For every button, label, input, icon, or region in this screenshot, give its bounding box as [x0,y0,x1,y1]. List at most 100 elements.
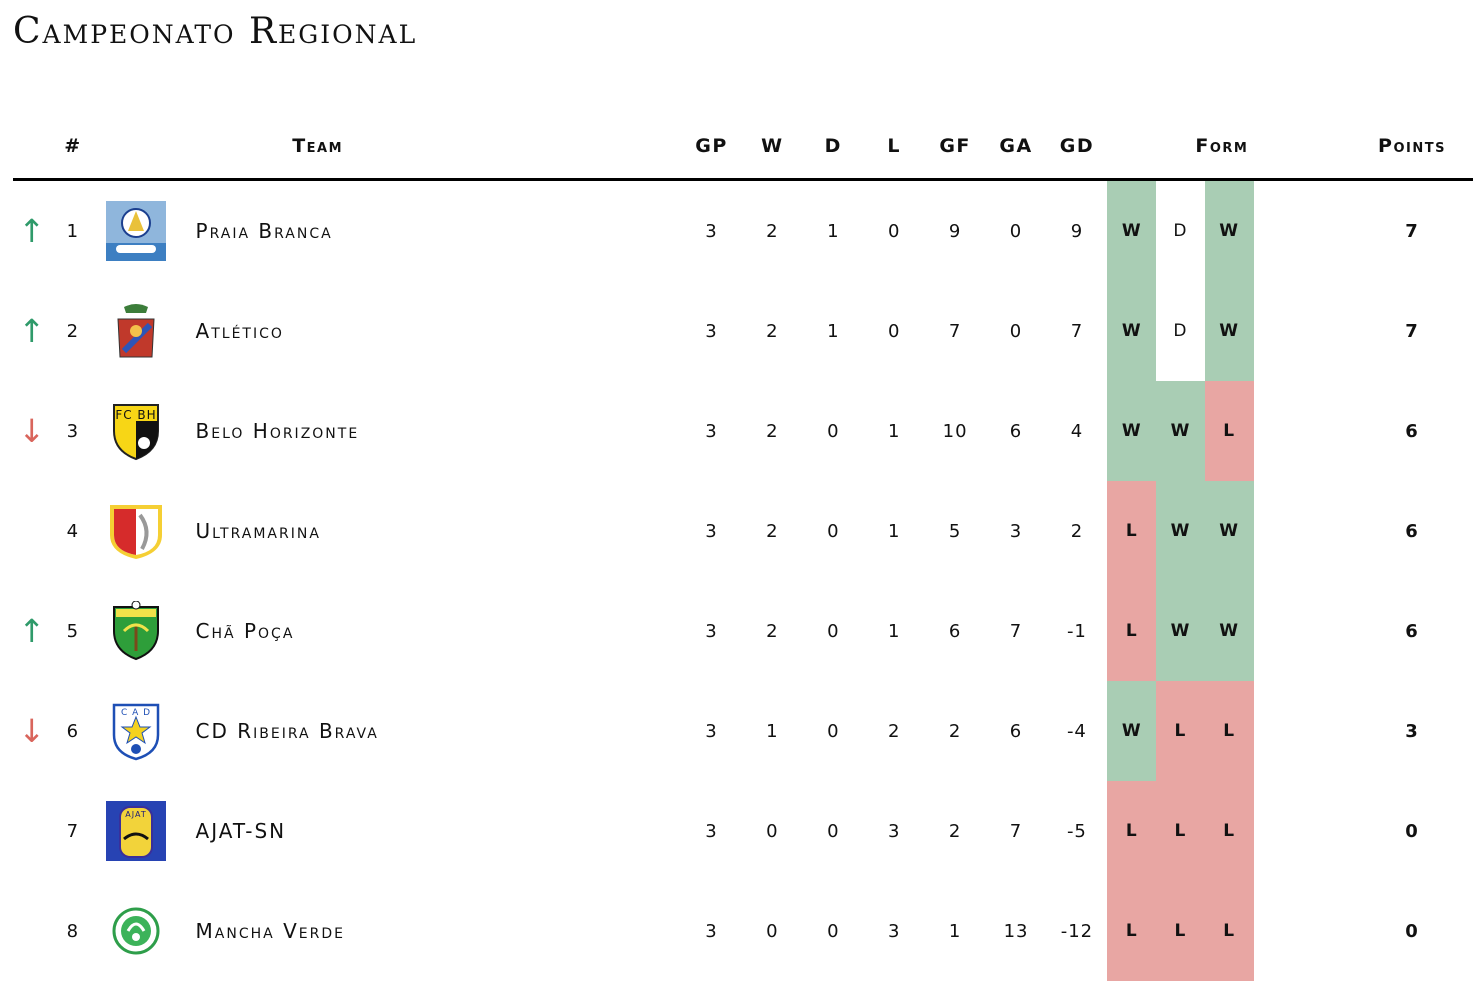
points-cell: 7 [1405,220,1419,242]
header-l: L [863,114,925,181]
rank-cell: 2 [66,320,80,342]
stat-w: 1 [766,720,779,742]
stat-gp: 3 [705,920,718,942]
spacer [1254,881,1352,981]
form-result: L [1204,781,1254,881]
points-cell: 7 [1405,320,1419,342]
table-row: ↓ 3 FC BH Belo Horizonte 3 2 0 1 10 6 4 W W L 6 [13,381,1473,481]
spacer [1254,180,1352,282]
rank-cell: 7 [66,820,80,842]
stat-ga: 6 [1009,420,1023,442]
stat-w: 0 [766,920,779,942]
header-change [13,114,52,181]
stat-gf: 9 [948,220,962,242]
header-rank: # [51,114,95,181]
form-result: L [1156,681,1205,781]
team-crest-icon [106,201,167,261]
rank-change-cell: ↓ [13,381,52,481]
table-row: ↓ 6 C A D CD Ribeira Brava 3 1 0 2 2 6 -4 W L L 3 [13,681,1473,781]
team-logo-cell: AJAT [94,781,181,881]
stat-l: 0 [887,220,901,242]
stat-gp: 3 [705,420,718,442]
team-name: AJAT-SN [195,819,287,843]
form-result: L [1107,881,1157,981]
stat-gd: 7 [1070,320,1084,342]
stat-gf: 7 [948,320,962,342]
table-row: ↑ 2 Atlético 3 2 1 0 7 0 7 W D W 7 [13,281,1473,381]
stat-l: 1 [887,420,901,442]
table-header-row: # Team GP W D L GF GA GD Form Points [13,114,1473,181]
stat-gf: 5 [948,520,962,542]
stat-d: 0 [827,920,840,942]
team-name: CD Ribeira Brava [195,719,379,743]
stat-ga: 6 [1009,720,1023,742]
team-name: Atlético [195,319,284,343]
stat-w: 2 [766,320,779,342]
stat-l: 1 [887,520,901,542]
stat-gp: 3 [705,320,718,342]
stat-ga: 13 [1003,920,1029,942]
team-crest-icon [106,600,167,661]
form-result: W [1156,481,1205,581]
arrow-up-icon: ↑ [18,612,47,650]
points-cell: 3 [1405,720,1419,742]
stat-l: 3 [887,820,901,842]
rank-cell: 3 [66,420,80,442]
spacer [1254,481,1352,581]
header-gd: GD [1046,114,1108,181]
rank-cell: 5 [66,620,80,642]
team-logo-cell: C A D [94,681,181,781]
rank-cell: 4 [66,520,80,542]
stat-w: 2 [766,420,779,442]
stat-ga: 0 [1009,320,1023,342]
stat-d: 0 [827,620,840,642]
stat-ga: 3 [1009,520,1023,542]
stat-gp: 3 [705,220,718,242]
points-cell: 0 [1405,920,1419,942]
form-result: W [1204,179,1254,281]
team-logo-cell [94,180,181,282]
stat-gp: 3 [705,620,718,642]
header-gf: GF [924,114,986,181]
stat-gd: 4 [1070,420,1084,442]
table-row: 7 AJAT AJAT-SN 3 0 0 3 2 7 -5 L L L 0 [13,781,1473,881]
rank-change-cell [13,481,52,581]
team-crest-icon: FC BH [106,401,167,461]
stat-l: 0 [887,320,901,342]
table-row: 8 Mancha Verde 3 0 0 3 1 13 -12 L L L 0 [13,881,1473,981]
form-result: L [1156,781,1205,881]
stat-gd: -12 [1060,920,1094,942]
stat-w: 0 [766,820,779,842]
header-w: W [741,114,803,181]
header-d: D [802,114,864,181]
form-result: W [1107,281,1157,381]
form-result: W [1156,381,1205,481]
stat-d: 0 [827,820,840,842]
form-result: L [1107,581,1157,681]
stat-w: 2 [766,520,779,542]
team-name: Mancha Verde [195,919,345,943]
form-result: D [1156,179,1205,281]
arrow-up-icon: ↑ [18,312,47,350]
stat-gd: -1 [1066,620,1087,642]
stat-d: 1 [827,320,840,342]
stat-gd: 2 [1070,520,1084,542]
rank-change-cell [13,781,52,881]
rank-change-cell [13,881,52,981]
stat-d: 1 [827,220,840,242]
points-cell: 0 [1405,820,1419,842]
arrow-down-icon: ↓ [18,412,47,450]
rank-change-cell: ↑ [13,180,52,282]
svg-text:C A D: C A D [121,708,151,718]
form-result: W [1204,581,1254,681]
team-crest-icon [106,301,167,361]
spacer [1254,781,1352,881]
team-logo-cell [94,581,181,681]
stat-gd: -5 [1066,820,1087,842]
header-points: Points [1351,114,1473,181]
stat-gp: 3 [705,720,718,742]
form-result: L [1204,681,1254,781]
stat-gf: 2 [948,820,962,842]
table-row: ↑ 5 Chã Poça 3 2 0 1 6 7 -1 L W W 6 [13,581,1473,681]
header-form: Form [1107,114,1352,181]
